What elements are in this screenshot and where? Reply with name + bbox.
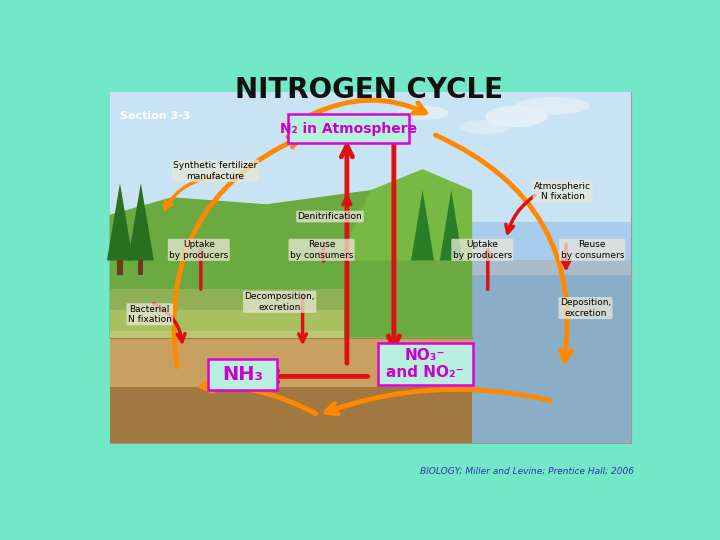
Text: Uptake
by producers: Uptake by producers bbox=[453, 240, 512, 260]
FancyBboxPatch shape bbox=[109, 92, 631, 443]
FancyBboxPatch shape bbox=[117, 260, 122, 274]
Text: Bacterial
N fixation: Bacterial N fixation bbox=[127, 305, 171, 324]
Text: NH₃: NH₃ bbox=[222, 365, 263, 384]
Polygon shape bbox=[127, 183, 154, 260]
Text: Decomposition,
excretion: Decomposition, excretion bbox=[245, 292, 315, 312]
FancyBboxPatch shape bbox=[109, 92, 631, 232]
FancyBboxPatch shape bbox=[472, 260, 631, 274]
FancyBboxPatch shape bbox=[378, 343, 473, 385]
Polygon shape bbox=[344, 169, 472, 260]
FancyBboxPatch shape bbox=[288, 114, 409, 144]
FancyArrowPatch shape bbox=[388, 140, 400, 347]
Polygon shape bbox=[107, 183, 133, 260]
FancyArrowPatch shape bbox=[266, 371, 368, 382]
FancyBboxPatch shape bbox=[109, 288, 344, 309]
FancyArrowPatch shape bbox=[154, 304, 185, 342]
Ellipse shape bbox=[516, 97, 590, 114]
FancyArrowPatch shape bbox=[310, 100, 426, 115]
FancyBboxPatch shape bbox=[109, 330, 344, 338]
FancyBboxPatch shape bbox=[208, 359, 277, 390]
Polygon shape bbox=[411, 190, 434, 260]
FancyArrowPatch shape bbox=[174, 137, 300, 367]
FancyArrowPatch shape bbox=[506, 195, 535, 233]
Ellipse shape bbox=[485, 106, 548, 127]
Text: Reuse
by consumers: Reuse by consumers bbox=[290, 240, 354, 260]
FancyArrowPatch shape bbox=[436, 135, 572, 361]
FancyArrowPatch shape bbox=[299, 295, 307, 342]
Text: Reuse
by consumers: Reuse by consumers bbox=[560, 240, 624, 260]
Ellipse shape bbox=[459, 120, 511, 134]
Text: BIOLOGY; Miller and Levine; Prentice Hall; 2006: BIOLOGY; Miller and Levine; Prentice Hal… bbox=[420, 467, 634, 476]
FancyBboxPatch shape bbox=[109, 338, 472, 443]
Text: NITROGEN CYCLE: NITROGEN CYCLE bbox=[235, 77, 503, 104]
FancyArrowPatch shape bbox=[326, 389, 550, 414]
Text: Deposition,
excretion: Deposition, excretion bbox=[560, 298, 611, 318]
Text: Denitrification: Denitrification bbox=[297, 212, 362, 221]
Polygon shape bbox=[440, 190, 463, 260]
Text: Synthetic fertilizer
manufacture: Synthetic fertilizer manufacture bbox=[174, 161, 258, 180]
Text: NO₃⁻
and NO₂⁻: NO₃⁻ and NO₂⁻ bbox=[387, 348, 464, 380]
FancyArrowPatch shape bbox=[201, 380, 316, 414]
FancyArrowPatch shape bbox=[562, 244, 570, 268]
Text: Atmospheric
N fixation: Atmospheric N fixation bbox=[534, 182, 591, 201]
FancyBboxPatch shape bbox=[138, 260, 143, 274]
FancyArrowPatch shape bbox=[341, 146, 353, 363]
FancyArrowPatch shape bbox=[343, 197, 351, 224]
FancyArrowPatch shape bbox=[320, 244, 328, 261]
Ellipse shape bbox=[397, 106, 449, 120]
FancyArrowPatch shape bbox=[484, 249, 492, 289]
FancyArrowPatch shape bbox=[165, 176, 222, 209]
FancyBboxPatch shape bbox=[109, 387, 472, 443]
FancyBboxPatch shape bbox=[109, 309, 344, 330]
FancyArrowPatch shape bbox=[197, 249, 204, 289]
Polygon shape bbox=[109, 190, 472, 338]
FancyBboxPatch shape bbox=[472, 260, 631, 443]
Text: N₂ in Atmosphere: N₂ in Atmosphere bbox=[280, 122, 417, 136]
Text: Uptake
by producers: Uptake by producers bbox=[169, 240, 228, 260]
FancyBboxPatch shape bbox=[109, 222, 631, 285]
Text: Section 3-3: Section 3-3 bbox=[120, 111, 190, 122]
